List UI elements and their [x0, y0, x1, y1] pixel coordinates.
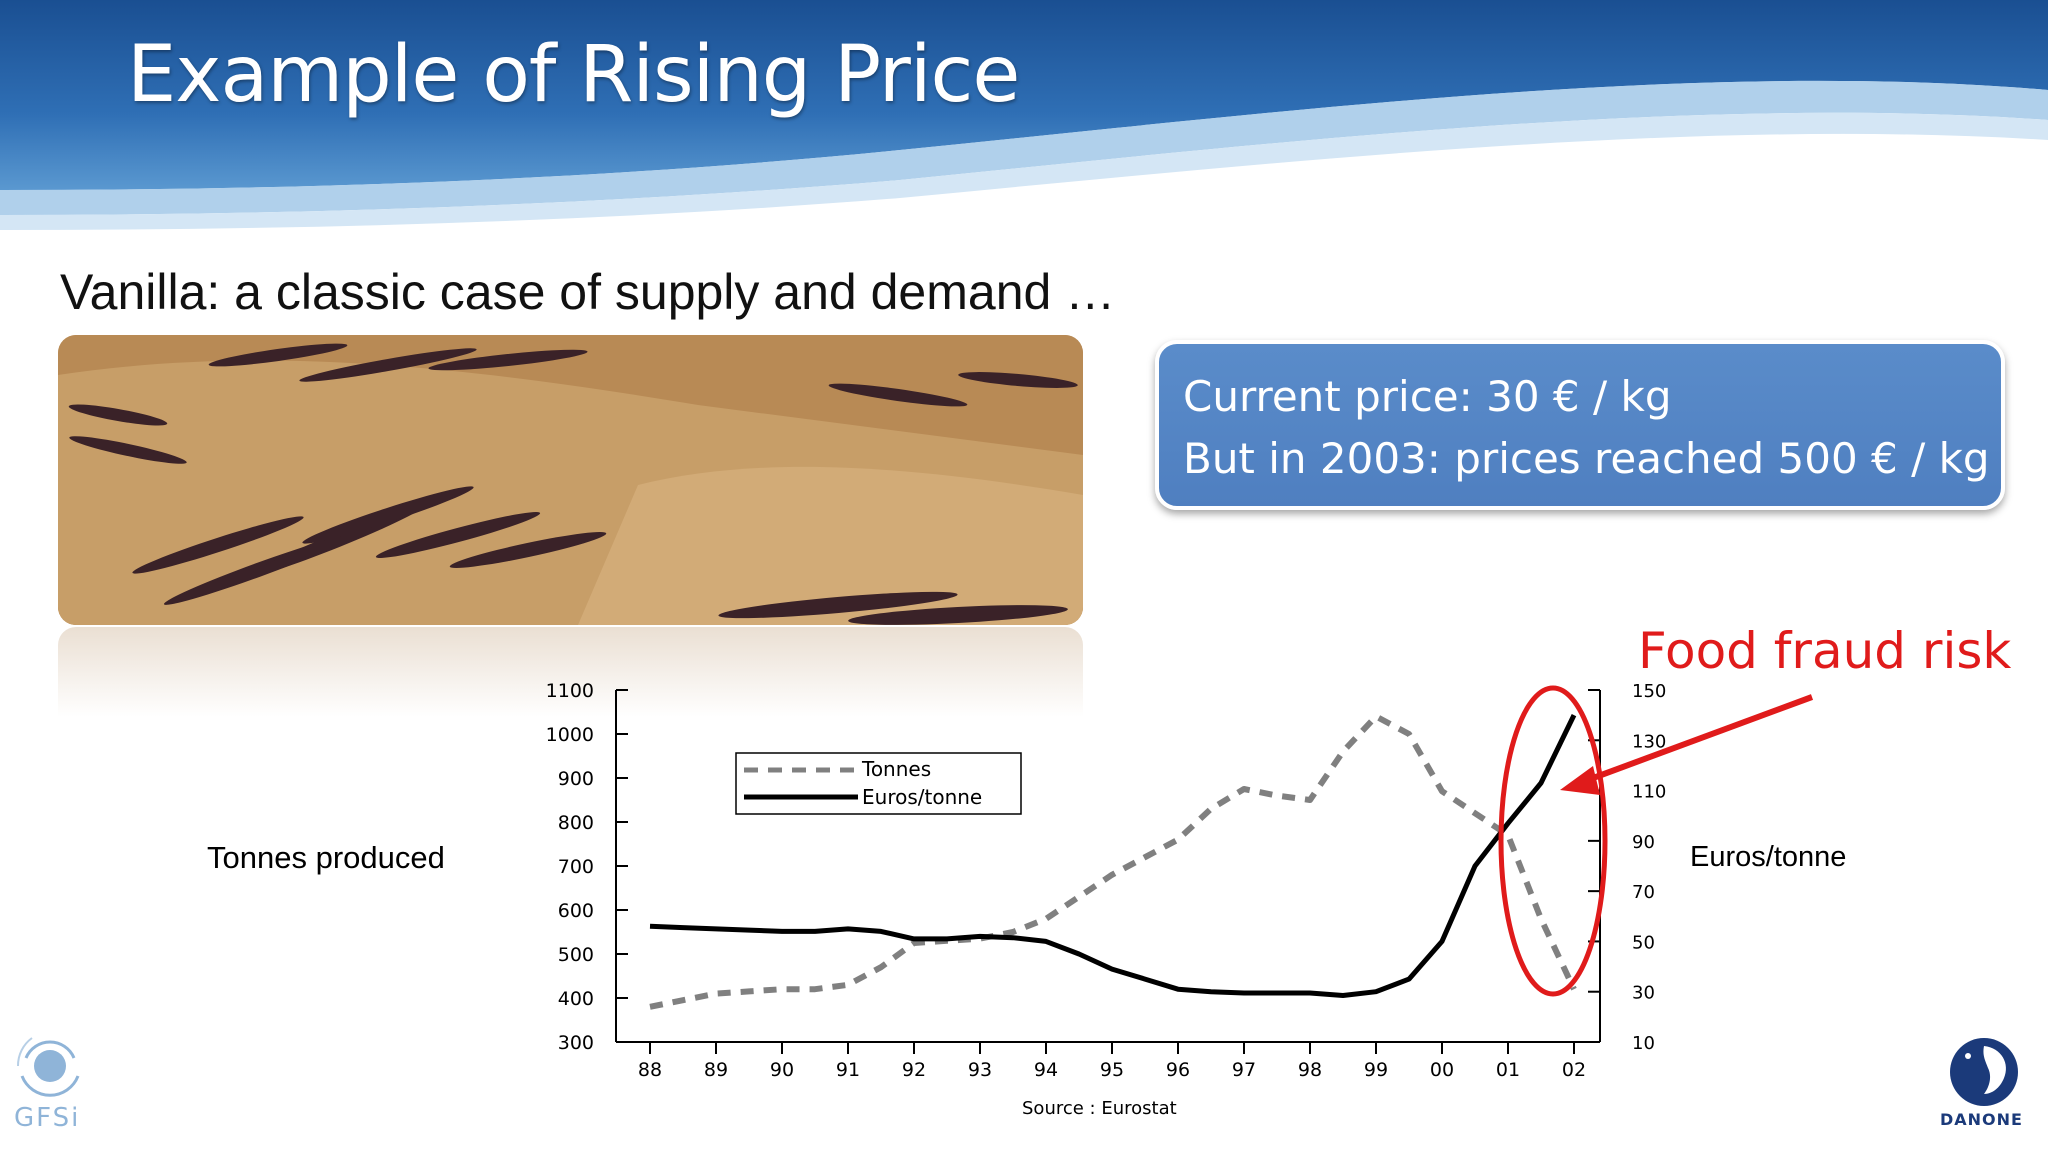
x-tick-label: 88: [638, 1059, 662, 1081]
left-tick-label: 800: [558, 812, 594, 834]
axes: 3004005006007008009001000110010305070901…: [546, 680, 1667, 1081]
current-price-text: Current price: 30 € / kg: [1183, 372, 1672, 421]
annotation-arrow-head: [1560, 766, 1600, 795]
source-label: Source : Eurostat: [1022, 1098, 1177, 1119]
x-tick-label: 96: [1166, 1059, 1190, 1081]
x-tick-label: 01: [1496, 1059, 1520, 1081]
left-tick-label: 700: [558, 856, 594, 878]
x-tick-label: 99: [1364, 1059, 1388, 1081]
series: [649, 713, 1577, 1010]
danone-logo-text: DANONE: [1940, 1110, 2023, 1129]
left-tick-label: 1000: [546, 724, 594, 746]
gfsi-logo-text: GFSi: [14, 1103, 81, 1133]
x-tick-label: 90: [770, 1059, 794, 1081]
highlight-ellipse: [1498, 685, 1608, 997]
subtitle: Vanilla: a classic case of supply and de…: [60, 264, 1116, 320]
right-tick-label: 130: [1632, 731, 1666, 752]
right-tick-label: 150: [1632, 681, 1666, 702]
food-fraud-highlight: [1498, 685, 1814, 997]
x-tick-label: 95: [1100, 1059, 1124, 1081]
price-callout-box: Current price: 30 € / kg But in 2003: pr…: [1155, 340, 2005, 510]
left-tick-label: 500: [558, 944, 594, 966]
x-tick-label: 94: [1034, 1059, 1058, 1081]
left-tick-label: 900: [558, 768, 594, 790]
vanilla-photo: [58, 335, 1083, 625]
x-tick-label: 92: [902, 1059, 926, 1081]
left-tick-label: 400: [558, 988, 594, 1010]
slide-title: Example of Rising Price: [127, 30, 1020, 120]
right-axis-title: Euros/tonne: [1690, 841, 1846, 873]
x-tick-label: 98: [1298, 1059, 1322, 1081]
right-tick-label: 90: [1632, 832, 1655, 853]
right-tick-label: 50: [1632, 932, 1655, 953]
right-tick-label: 70: [1632, 882, 1655, 903]
x-tick-label: 93: [968, 1059, 992, 1081]
left-axis-title: Tonnes produced: [207, 840, 445, 875]
annotation-arrow-shaft: [1583, 694, 1814, 784]
gfsi-logo: [16, 1037, 80, 1097]
left-tick-label: 600: [558, 900, 594, 922]
x-tick-label: 89: [704, 1059, 728, 1081]
peak-price-text: But in 2003: prices reached 500 € / kg: [1183, 434, 1990, 483]
title-banner: [0, 0, 2048, 230]
danone-logo: [1950, 1038, 2018, 1106]
x-tick-label: 91: [836, 1059, 860, 1081]
right-tick-label: 110: [1632, 782, 1666, 803]
x-tick-label: 00: [1430, 1059, 1454, 1081]
legend-label-euros: Euros/tonne: [862, 785, 982, 809]
legend: Tonnes Euros/tonne: [735, 752, 1022, 815]
food-fraud-risk-label: Food fraud risk: [1638, 622, 2012, 680]
x-tick-label: 97: [1232, 1059, 1256, 1081]
tonnes-series-line: [649, 713, 1577, 1010]
euros-series-line: [649, 714, 1577, 998]
left-tick-label: 300: [558, 1032, 594, 1054]
x-tick-label: 02: [1562, 1059, 1586, 1081]
legend-label-tonnes: Tonnes: [861, 757, 931, 781]
photo-reflection: [58, 627, 1083, 717]
right-tick-label: 10: [1632, 1033, 1655, 1054]
right-tick-label: 30: [1632, 983, 1655, 1004]
